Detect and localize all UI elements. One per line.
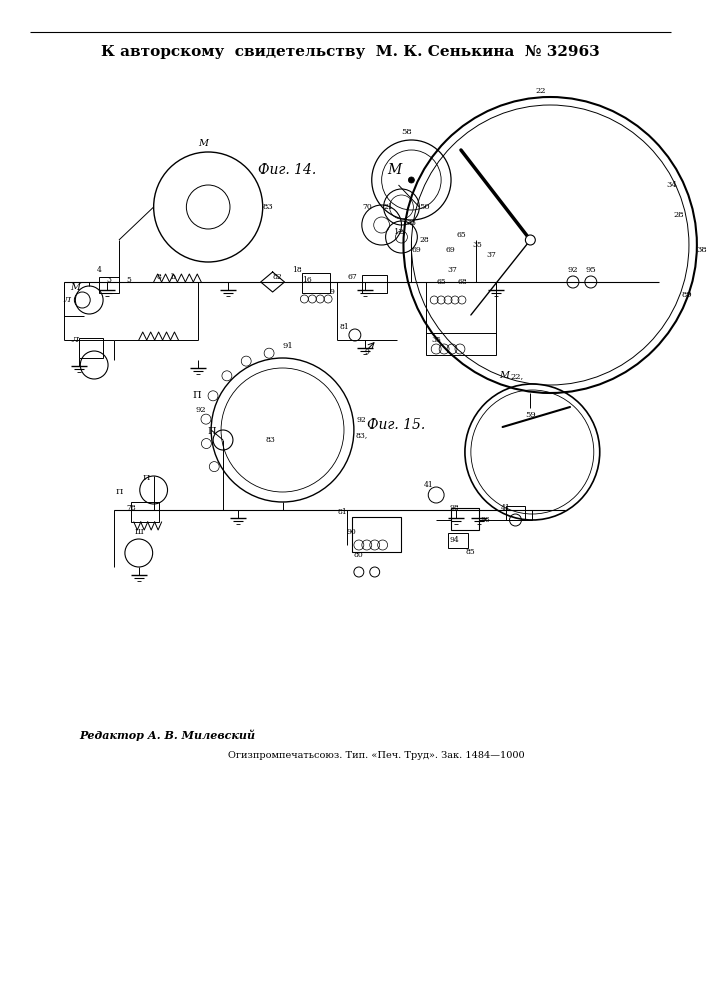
Text: 83: 83 [262,203,273,211]
Text: Фиг. 14.: Фиг. 14. [258,163,317,177]
Text: 41: 41 [501,504,510,512]
Text: 58: 58 [401,128,411,136]
Text: 28: 28 [674,211,684,219]
Bar [362,275,387,293]
Text: 67: 67 [347,273,357,281]
Circle shape [525,235,535,245]
Text: M: M [387,163,402,177]
Text: 41: 41 [423,481,433,489]
Text: 68: 68 [457,278,467,286]
Text: К авторскому  свидетельству  М. К. Сенькина  № 32963: К авторскому свидетельству М. К. Сенькин… [100,45,600,59]
Bar [506,506,525,520]
Text: 22: 22 [535,87,546,95]
Text: Ш: Ш [134,528,143,536]
Text: 8: 8 [156,273,161,281]
Text: 98: 98 [449,504,459,512]
Text: 12: 12 [395,228,405,236]
Bar [131,502,158,522]
Text: 65: 65 [456,231,466,239]
Text: 92: 92 [568,266,578,274]
Text: Редактор А. В. Милевский: Редактор А. В. Милевский [79,729,255,741]
Text: 34: 34 [667,181,677,189]
Text: 69: 69 [411,246,421,254]
Text: 78: 78 [126,504,136,512]
Text: 50: 50 [419,203,430,211]
Text: 70: 70 [362,203,372,211]
Text: 33: 33 [407,219,416,227]
Text: Фиг. 15.: Фиг. 15. [368,418,426,432]
Text: 83,: 83, [356,431,368,439]
Bar [99,277,119,293]
Text: M: M [198,139,209,148]
Text: 90: 90 [346,528,356,536]
Bar [352,517,402,552]
Text: 95: 95 [585,266,596,274]
Text: 85: 85 [466,548,476,556]
Text: 83: 83 [266,436,276,444]
Text: 92: 92 [357,416,367,424]
Text: 9: 9 [364,348,369,356]
Text: 3: 3 [107,276,112,284]
Text: 92: 92 [196,406,206,414]
Text: Л: Л [71,336,78,344]
Text: 35: 35 [431,336,441,344]
Text: 16: 16 [303,276,312,284]
Bar [303,273,330,293]
Text: 22,: 22, [511,372,524,380]
Text: 38: 38 [696,246,707,254]
Text: П: П [143,474,151,482]
Text: 28: 28 [419,236,429,244]
Circle shape [409,177,414,183]
Bar [426,333,496,355]
Text: 35: 35 [473,241,483,249]
Text: 4: 4 [97,266,102,274]
Text: b: b [171,273,176,281]
Text: 21: 21 [384,203,394,211]
Bar [79,338,103,358]
Text: 9: 9 [329,288,334,296]
Text: П: П [208,428,216,436]
Text: 80: 80 [354,551,363,559]
Text: 37: 37 [486,251,496,259]
Text: 96: 96 [481,516,491,524]
Text: П: П [192,390,201,399]
Text: 81: 81 [339,323,349,331]
Bar [451,508,479,530]
Bar [448,533,468,548]
Text: 91: 91 [282,342,293,350]
Text: Л: Л [63,296,70,304]
Text: M: M [70,282,81,292]
Text: 18: 18 [293,266,303,274]
Text: 81: 81 [337,508,347,516]
Text: Огизпромпечатьсоюз. Тип. «Печ. Труд». Зак. 1484—1000: Огизпромпечатьсоюз. Тип. «Печ. Труд». За… [228,750,525,760]
Text: 82: 82 [273,273,282,281]
Text: 65: 65 [436,278,446,286]
Text: 69: 69 [445,246,455,254]
Text: 94: 94 [449,536,459,544]
Text: M: M [500,371,510,380]
Text: 37: 37 [447,266,457,274]
Text: П: П [115,488,122,496]
Text: 59: 59 [525,411,536,419]
Text: 89: 89 [682,291,692,299]
Text: 5: 5 [127,276,132,284]
